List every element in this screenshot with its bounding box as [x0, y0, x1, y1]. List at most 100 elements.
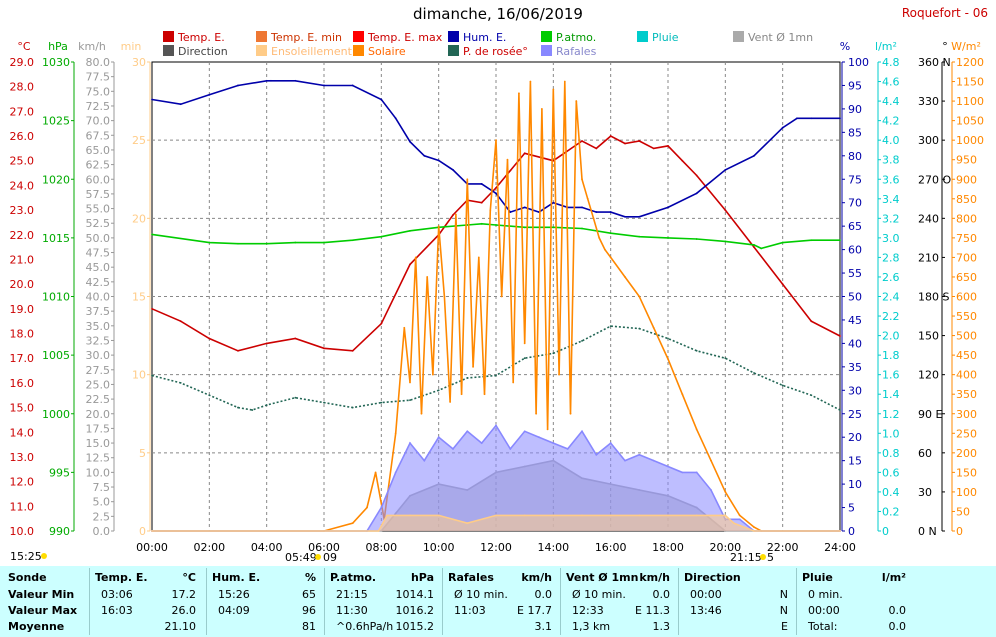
data-point	[753, 372, 755, 374]
temp-tick-label: 13.0	[10, 451, 35, 464]
data-point	[437, 514, 440, 517]
table-header-unit: km/h	[521, 571, 552, 584]
table-cell-value: 81	[302, 620, 316, 633]
legend-label: Rafales	[556, 45, 597, 58]
table-header: Rafales	[448, 571, 494, 584]
humidity-tick-label: 10	[848, 478, 862, 491]
data-point	[552, 442, 555, 444]
data-point	[380, 506, 383, 509]
table-cell-value: E	[781, 620, 788, 633]
solar-tick-label: 150	[956, 466, 977, 479]
direction-tick-label: 120	[918, 369, 939, 382]
x-tick-label: 20:00	[709, 541, 741, 554]
x-tick-label: 14:00	[537, 541, 569, 554]
data-point	[667, 358, 669, 360]
data-point	[377, 530, 380, 532]
table-cell-time: 11:30	[336, 604, 368, 617]
temp-tick-label: 17.0	[10, 352, 35, 365]
humidity-tick-label: 50	[848, 291, 862, 304]
pressure-tick-label: 1015	[42, 232, 70, 245]
series-line	[152, 514, 840, 532]
data-point	[753, 244, 755, 246]
table-separator	[678, 568, 679, 635]
data-point	[558, 373, 560, 376]
data-point	[604, 248, 606, 251]
data-point	[638, 327, 641, 330]
data-point	[595, 211, 598, 213]
data-point	[323, 84, 325, 87]
sunshine-tick-label: 20	[132, 212, 146, 225]
wind-axis: 0.0 2.55.0 7.5 10.012.5 15.0 17.520.0 22.5 25.0…	[78, 40, 115, 538]
data-point	[294, 337, 297, 340]
summary-table: Sonde Temp. E. °C Hum. E.% P.atmo. hPa Rafales…	[0, 566, 996, 637]
table-header: Direction	[684, 571, 741, 584]
temp-tick-label: 18.0	[10, 328, 35, 341]
data-point	[667, 465, 669, 468]
solar-tick-label: 1100	[956, 95, 984, 108]
data-point	[563, 80, 566, 83]
solar-tick-label: 50	[956, 505, 970, 518]
data-point	[523, 226, 526, 229]
direction-tick-label: 360 N	[918, 56, 951, 69]
data-point	[509, 211, 512, 213]
legend-label: P.atmo.	[556, 31, 597, 44]
table-separator	[442, 568, 443, 635]
table-cell-time: 0 min.	[808, 588, 843, 601]
station-name: Roquefort - 06	[901, 6, 988, 20]
data-point	[839, 239, 841, 242]
rain-tick-label: 2.4	[882, 291, 900, 304]
data-point	[454, 213, 457, 216]
pressure-tick-label: 990	[49, 525, 70, 538]
legend-item: Hum. E.	[448, 31, 506, 44]
data-point	[179, 381, 182, 384]
data-point	[753, 530, 755, 532]
legend-swatch	[163, 31, 174, 42]
sunshine-axis-title: min	[121, 40, 142, 53]
solar-tick-label: 700	[956, 251, 977, 264]
data-point	[695, 238, 698, 240]
temp-tick-label: 12.0	[10, 476, 35, 489]
data-point	[351, 406, 354, 409]
temp-tick-label: 19.0	[10, 303, 35, 316]
sun-markers: 15:25 05:49 09 21:15 5	[10, 550, 774, 564]
table-cell-time: 1,3 km	[572, 620, 611, 633]
table-header: Sonde	[8, 571, 47, 584]
data-point	[374, 471, 377, 474]
wind-tick-label: 75.0	[86, 85, 111, 98]
sunshine-tick-label: 30	[132, 56, 146, 69]
x-tick-label: 18:00	[652, 541, 684, 554]
data-point	[495, 514, 497, 517]
data-point	[724, 491, 727, 493]
sunshine-tick-label: 5	[139, 447, 146, 460]
temp-tick-label: 29.0	[10, 56, 35, 69]
data-point	[323, 241, 325, 244]
data-point	[552, 352, 555, 355]
wind-tick-label: 35.0	[86, 320, 111, 333]
direction-tick-label: 90 E	[918, 408, 942, 421]
table-cell-value: 65	[302, 588, 316, 601]
data-point	[265, 342, 268, 345]
x-tick-label: 10:00	[423, 541, 455, 554]
table-separator	[89, 568, 90, 635]
pressure-tick-label: 1020	[42, 173, 70, 186]
humidity-tick-label: 15	[848, 455, 862, 468]
sunrise-label: 05:49	[285, 551, 317, 564]
legend-item: Temp. E.	[163, 31, 225, 44]
data-point	[480, 183, 483, 185]
table-cell-time: Ø 10 min.	[454, 588, 508, 601]
data-point	[724, 168, 727, 171]
series-line	[152, 81, 840, 532]
data-point	[781, 283, 784, 286]
data-point	[495, 224, 497, 226]
rain-tick-label: 0.2	[882, 505, 900, 518]
wind-tick-label: 72.5	[86, 100, 111, 113]
data-point	[592, 217, 595, 220]
data-point	[151, 233, 153, 236]
temp-tick-label: 15.0	[10, 402, 35, 415]
data-point	[512, 381, 515, 384]
humidity-tick-label: 65	[848, 220, 862, 233]
table-header: Vent Ø 1mn	[566, 571, 639, 584]
legend-label: Vent Ø 1mn	[748, 31, 814, 44]
data-point	[695, 471, 698, 474]
data-point	[386, 514, 388, 517]
